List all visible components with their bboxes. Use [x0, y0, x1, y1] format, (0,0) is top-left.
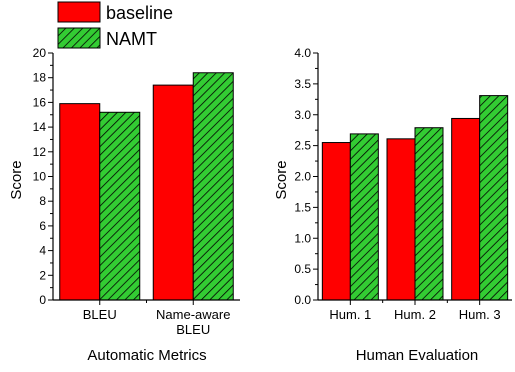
bar-namt-2 [414, 127, 444, 301]
y-tick-label: 18 [33, 71, 47, 85]
y-tick-label: 3.0 [294, 108, 311, 122]
bar-baseline-3 [451, 117, 481, 301]
y-tick-label: 6 [39, 219, 46, 233]
y-tick-label: 10 [33, 170, 47, 184]
legend: baseline NAMT [57, 1, 173, 49]
bar-baseline-1 [321, 142, 351, 301]
y-tick-label: 0.0 [294, 293, 311, 307]
y-tick-label: 16 [33, 95, 47, 109]
legend-swatch-baseline [57, 1, 101, 23]
y-tick-label: 20 [33, 46, 47, 60]
bar-namt-2 [192, 72, 234, 301]
human-evaluation-chart: Score Human Evaluation 0.0 0.5 1.0 1.5 2.0 2.… [273, 46, 512, 364]
bar-baseline-2 [386, 138, 416, 301]
y-tick-label: 1.0 [294, 231, 311, 245]
y-tick-label: 14 [33, 120, 47, 134]
legend-label-baseline: baseline [106, 3, 173, 23]
y-tick-label: 0.5 [294, 262, 311, 276]
y-tick-label: 4 [39, 244, 46, 258]
x-category-label: Hum. 1 [329, 307, 371, 322]
bar-namt-3 [479, 95, 509, 301]
left-y-axis-title: Score [8, 160, 25, 199]
y-tick-label: 2.0 [294, 170, 311, 184]
bar-baseline-2 [152, 84, 194, 301]
legend-label-namt: NAMT [106, 29, 157, 49]
y-tick-label: 12 [33, 145, 47, 159]
y-tick-label: 2.5 [294, 139, 311, 153]
bar-namt-1 [99, 111, 141, 301]
x-category-label: Hum. 3 [459, 307, 501, 322]
y-tick-label: 8 [39, 194, 46, 208]
x-category-label: Name-aware BLEU [156, 307, 230, 337]
y-tick-label: 3.5 [294, 77, 311, 91]
x-category-label: Hum. 2 [394, 307, 436, 322]
legend-swatch-namt [57, 27, 101, 49]
y-tick-label: 2 [39, 268, 46, 282]
left-x-axis-title: Automatic Metrics [87, 347, 206, 364]
y-tick-label: 1.5 [294, 200, 311, 214]
automatic-metrics-chart: Score Automatic Metrics 0 2 4 6 8 10 12 14 16 18 2… [8, 46, 240, 364]
bar-namt-1 [349, 133, 379, 301]
x-category-label: BLEU [83, 307, 117, 322]
right-y-axis-title: Score [273, 160, 290, 199]
y-tick-label: 0 [39, 293, 46, 307]
right-x-axis-title: Human Evaluation [356, 347, 479, 364]
y-tick-label: 4.0 [294, 46, 311, 60]
bar-baseline-1 [59, 103, 101, 301]
